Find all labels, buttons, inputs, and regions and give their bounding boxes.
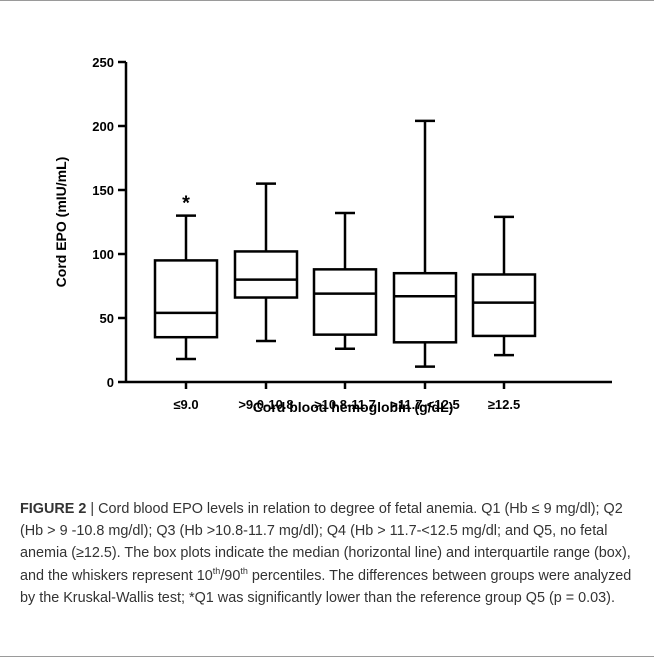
y-tick-label: 200 <box>92 119 114 134</box>
y-tick-label: 100 <box>92 247 114 262</box>
y-tick-label: 50 <box>100 311 114 326</box>
x-axis: ≤9.0 >9.0-10.8 >10.8-11.7 >11.7-<12.5 ≥12.5 <box>126 380 612 412</box>
boxplot-chart: 0 50 100 150 200 250 ≤9.0 >9.0-10.8 >10.8-11.7 >… <box>53 55 612 415</box>
y-axis: 0 50 100 150 200 250 <box>92 55 128 390</box>
y-tick-label: 150 <box>92 183 114 198</box>
caption-sup-1: th <box>212 565 221 576</box>
box-group <box>392 119 458 368</box>
iqr-box <box>392 271 458 344</box>
box-group <box>471 215 537 357</box>
y-tick-label: 0 <box>107 375 114 390</box>
iqr-box <box>312 268 378 336</box>
iqr-box <box>233 250 299 299</box>
significance-marker: * <box>182 193 190 215</box>
x-axis-label: Cord blood hemoglobin (g/dL) <box>253 399 454 415</box>
caption-label: FIGURE 2 <box>20 501 87 517</box>
x-tick-label: ≤9.0 <box>173 397 198 412</box>
iqr-box <box>153 259 219 339</box>
y-axis-label: Cord EPO (mIU/mL) <box>53 157 69 288</box>
caption-text-3: percentiles. The differences between gro… <box>20 567 632 606</box>
box-group: * <box>153 193 219 361</box>
y-tick-label: 250 <box>92 55 114 70</box>
iqr-box <box>471 273 537 338</box>
x-tick-label: ≥12.5 <box>488 397 520 412</box>
bottom-border <box>0 656 654 657</box>
box-series: * <box>153 119 537 368</box>
top-border <box>0 0 654 1</box>
caption-text-2: /90 <box>220 567 241 584</box>
caption-text-1: Cord blood EPO levels in relation to deg… <box>20 501 631 584</box>
caption-separator: | <box>90 501 95 517</box>
x-tick-label: >10.8-11.7 <box>314 397 376 412</box>
x-tick-label: >9.0-10.8 <box>238 397 293 412</box>
caption-sup-2: th <box>240 565 248 576</box>
x-tick-label: >11.7-<12.5 <box>390 397 459 412</box>
box-group <box>233 182 299 343</box>
figure-caption: FIGURE 2 | Cord blood EPO levels in rela… <box>20 498 640 609</box>
box-group <box>312 211 378 350</box>
